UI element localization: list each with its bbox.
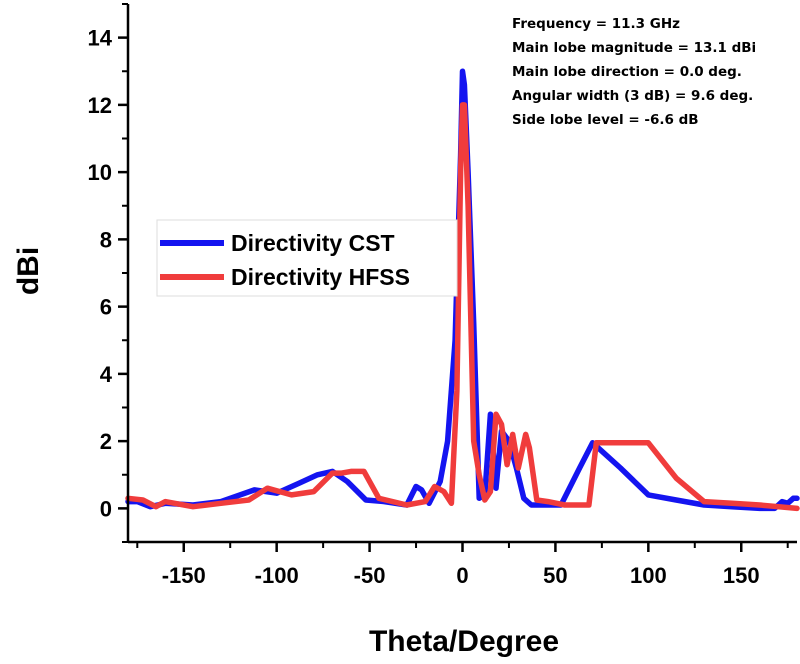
x-tick-label: -100 bbox=[255, 563, 299, 588]
annotation-line: Frequency = 11.3 GHz bbox=[512, 16, 680, 32]
legend-box bbox=[156, 219, 458, 297]
series-line-cst bbox=[125, 68, 800, 512]
y-tick-label: 0 bbox=[100, 496, 112, 521]
y-axis-title: dBi bbox=[12, 247, 45, 295]
y-tick-label: 6 bbox=[100, 295, 112, 320]
series-line-hfss bbox=[125, 102, 800, 512]
x-tick-label: 0 bbox=[456, 563, 468, 588]
legend: Directivity CST Directivity HFSS bbox=[156, 219, 458, 297]
annotation-line: Angular width (3 dB) = 9.6 deg. bbox=[512, 88, 753, 104]
y-tick-label: 14 bbox=[88, 26, 113, 51]
y-tick-label: 4 bbox=[100, 362, 113, 387]
y-tick-label: 10 bbox=[88, 160, 112, 185]
ticks: -150 -100 -50 0 50 100 150 0 2 4 6 8 10 12 14 bbox=[88, 3, 789, 588]
y-tick-label: 12 bbox=[88, 93, 112, 118]
x-tick-label: -50 bbox=[354, 563, 386, 588]
x-tick-label: 50 bbox=[543, 563, 567, 588]
plot-lines bbox=[125, 68, 800, 512]
y-tick-label: 8 bbox=[100, 227, 112, 252]
annotations: Frequency = 11.3 GHz Main lobe magnitude … bbox=[512, 16, 756, 128]
annotation-line: Main lobe magnitude = 13.1 dBi bbox=[512, 40, 756, 56]
legend-label-cst: Directivity CST bbox=[231, 230, 395, 256]
x-tick-label: 100 bbox=[630, 563, 667, 588]
x-axis-title: Theta/Degree bbox=[369, 625, 559, 658]
legend-label-hfss: Directivity HFSS bbox=[231, 264, 410, 290]
y-tick-label: 2 bbox=[100, 429, 112, 454]
annotation-line: Main lobe direction = 0.0 deg. bbox=[512, 64, 742, 80]
x-tick-label: 150 bbox=[723, 563, 760, 588]
annotation-line: Side lobe level = -6.6 dB bbox=[512, 112, 699, 128]
x-tick-label: -150 bbox=[162, 563, 206, 588]
